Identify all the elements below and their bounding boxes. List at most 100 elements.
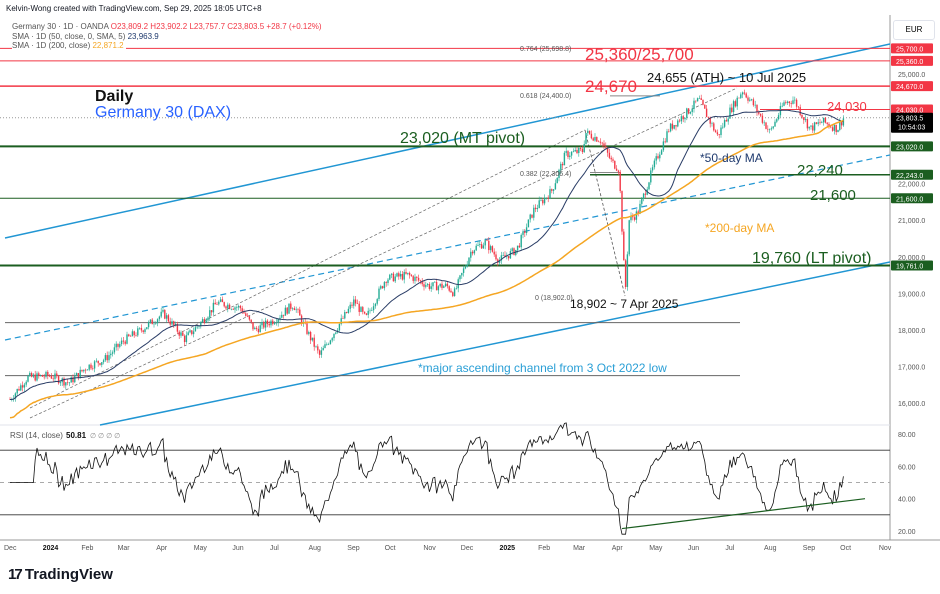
candle-up [720, 127, 722, 135]
candle-down [614, 160, 616, 169]
candle-up [763, 122, 765, 124]
candle-up [729, 107, 731, 119]
price-tag [891, 169, 933, 180]
candle-down [687, 108, 690, 114]
candle-up [502, 255, 504, 256]
rsi-tick: 20.00 [898, 529, 916, 536]
candle-down [612, 159, 614, 161]
candle-up [691, 108, 693, 113]
candle-up [275, 322, 278, 324]
candle-up [108, 355, 110, 361]
price-tag [891, 81, 933, 92]
candle-up [360, 307, 362, 312]
candle-up [414, 276, 416, 281]
candle-down [223, 302, 225, 307]
time-tick: Jun [232, 545, 243, 552]
candle-up [653, 160, 656, 168]
candle-up [153, 323, 155, 325]
sma50-legend[interactable]: SMA · 1D (50, close, 0, SMA, 5) 23,963.9 [12, 32, 159, 41]
candle-up [453, 288, 456, 297]
candle-down [441, 283, 443, 288]
tradingview-logo[interactable]: 17 TradingView [8, 566, 113, 583]
candle-up [155, 323, 157, 324]
candle-down [819, 122, 821, 124]
time-tick: Aug [309, 545, 322, 552]
candle-up [443, 286, 445, 288]
candle-up [83, 369, 85, 372]
candle-up [808, 126, 810, 129]
label-lt-pivot: 19,760 (LT pivot) [752, 250, 871, 267]
candle-down [678, 120, 681, 122]
candle-up [378, 288, 380, 300]
candle-up [407, 272, 409, 274]
candle-down [56, 373, 58, 377]
candle-up [327, 344, 330, 345]
rsi-support-trendline [621, 498, 866, 530]
candle-down [405, 271, 407, 274]
candle-down [734, 101, 737, 107]
candle-up [196, 326, 198, 328]
candle-down [318, 350, 321, 355]
candle-up [659, 154, 661, 159]
candle-down [504, 255, 506, 257]
candle-up [651, 167, 654, 171]
candle-up [696, 98, 699, 102]
price-tag [891, 260, 933, 271]
candle-up [338, 323, 341, 331]
candle-down [300, 315, 303, 324]
candle-up [291, 308, 294, 309]
fib-label-618: 0.618 (24,400.0) [520, 93, 571, 100]
candle-down [615, 168, 618, 171]
candle-up [648, 182, 650, 190]
candle-up [520, 234, 522, 248]
candle-down [66, 382, 69, 383]
candle-down [99, 363, 101, 365]
label-22240: 22,240 [797, 162, 843, 179]
candle-up [774, 121, 776, 127]
candle-down [716, 132, 719, 135]
candle-up [572, 151, 575, 152]
candle-up [344, 312, 346, 319]
time-tick: May [649, 545, 663, 552]
candle-down [124, 341, 126, 344]
candle-up [372, 306, 375, 311]
candle-down [513, 248, 515, 255]
candle-up [311, 337, 314, 341]
label-21600: 21,600 [810, 187, 856, 204]
candle-down [450, 290, 452, 293]
candle-up [270, 320, 272, 326]
candle-down [133, 331, 135, 336]
candle-up [574, 149, 576, 152]
candle-down [452, 292, 454, 297]
candle-up [281, 314, 283, 318]
sma50-label: SMA · 1D (50, close, 0, SMA, 5) [12, 32, 126, 41]
symbol-legend[interactable]: Germany 30 · 1D · OANDA O23,809.2 H23,90… [12, 22, 322, 31]
candle-up [144, 329, 146, 332]
time-tick: Jul [270, 545, 279, 552]
candle-down [423, 284, 425, 287]
candle-down [815, 122, 818, 124]
sma200-legend[interactable]: SMA · 1D (200, close) 22,871.2 [12, 41, 126, 50]
candle-down [246, 315, 249, 317]
candle-down [128, 334, 130, 337]
candle-up [138, 327, 141, 329]
candle-up [36, 373, 38, 381]
candle-up [227, 304, 229, 309]
candle-down [421, 280, 423, 285]
candle-up [399, 273, 402, 277]
candle-up [434, 281, 436, 283]
candle-up [59, 382, 62, 384]
price-tag [891, 55, 933, 66]
candle-down [243, 312, 245, 314]
price-tick: 20,000.0 [898, 255, 925, 262]
candle-up [324, 344, 326, 348]
candle-up [426, 284, 429, 286]
currency-button[interactable]: EUR [893, 20, 935, 40]
candle-up [207, 317, 209, 321]
candle-up [565, 151, 567, 153]
candle-up [160, 311, 162, 317]
candle-down [297, 309, 299, 311]
candle-down [707, 117, 710, 118]
candle-up [777, 115, 780, 120]
